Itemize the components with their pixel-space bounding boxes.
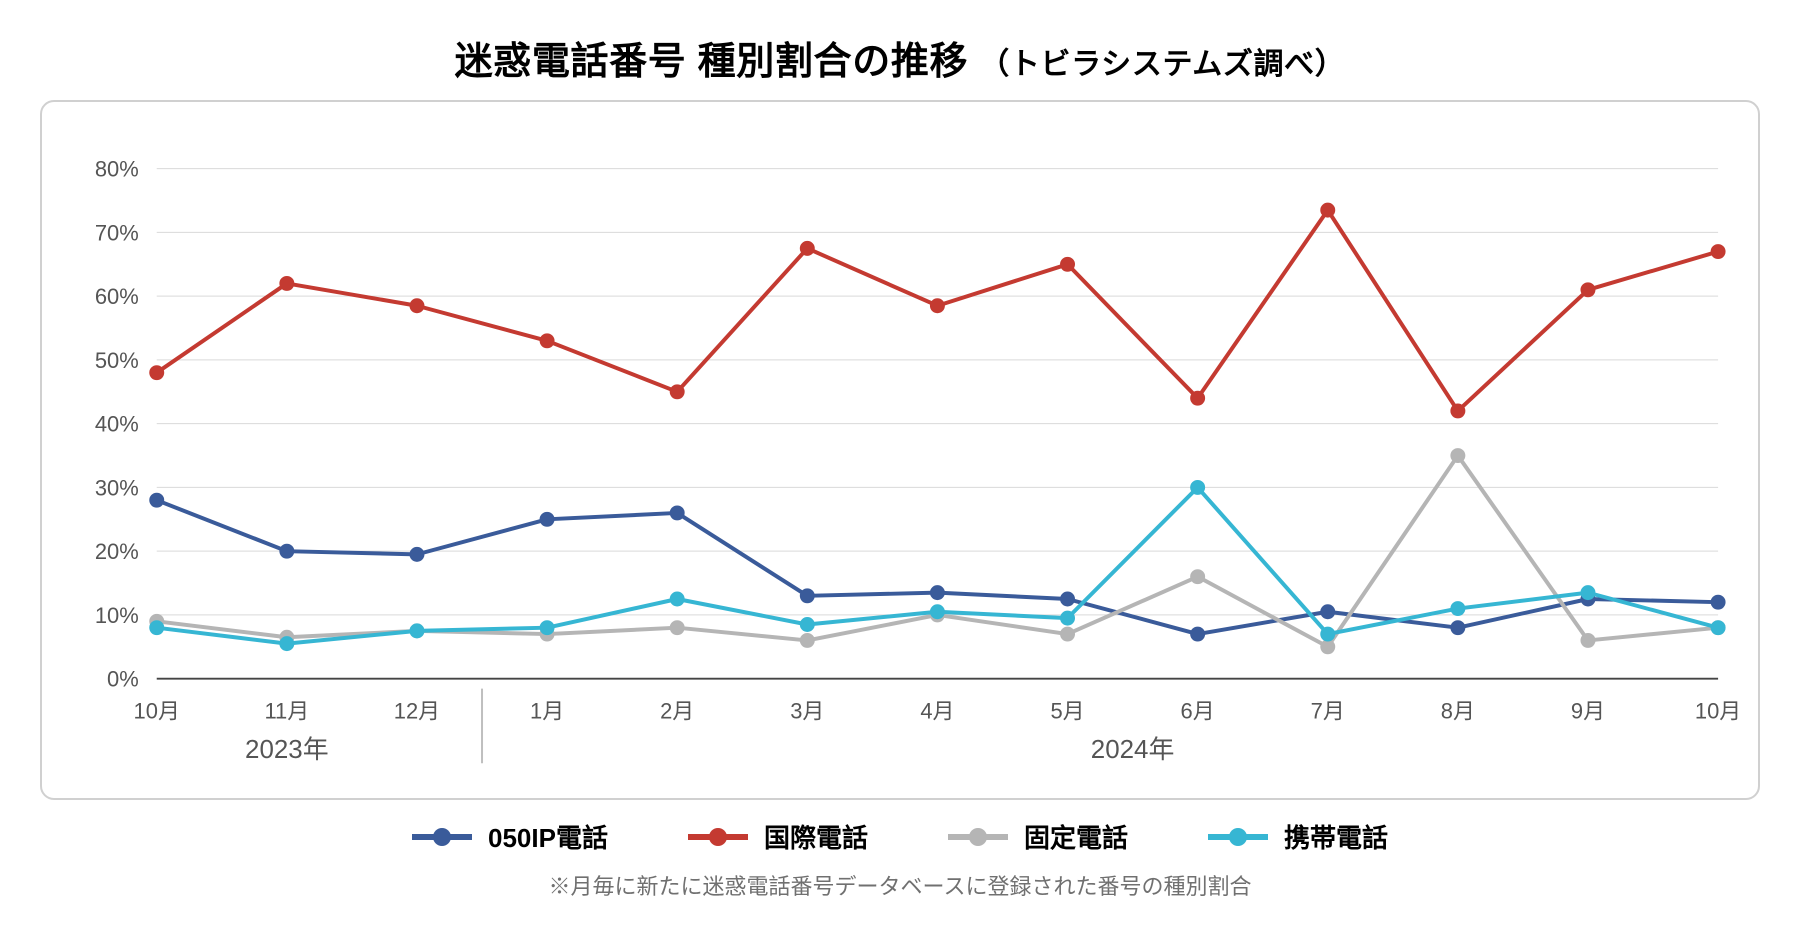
y-tick-label: 80% <box>95 157 139 182</box>
series-marker-s_intl <box>1711 245 1725 259</box>
chart-title-main: 迷惑電話番号 種別割合の推移 <box>455 41 969 83</box>
footnote: ※月毎に新たに迷惑電話番号データベースに登録された番号の種別割合 <box>40 869 1760 901</box>
series-marker-s_fixed <box>1321 640 1335 654</box>
chart-container: 0% 10% 20% 30% 40% 50% 60% 70% 80% 10月 11月 12月 1月 2月 3… <box>40 100 1760 800</box>
line-chart: 0% 10% 20% 30% 40% 50% 60% 70% 80% 10月 11月 12月 1月 2月 3… <box>42 102 1758 798</box>
series-marker-s_intl <box>1191 391 1205 405</box>
legend-item-s_050ip: 050IP電話 <box>412 818 608 855</box>
legend-label: 固定電話 <box>1024 818 1128 855</box>
legend-label: 050IP電話 <box>488 818 608 855</box>
series-marker-s_fixed <box>1451 449 1465 463</box>
series-marker-s_intl <box>1451 404 1465 418</box>
legend-swatch <box>948 826 1008 848</box>
legend-swatch <box>412 826 472 848</box>
x-tick-label: 11月 <box>264 698 309 723</box>
legend-swatch <box>1208 826 1268 848</box>
series-marker-s_fixed <box>1581 633 1595 647</box>
y-tick-label: 10% <box>95 603 139 628</box>
series-marker-s_mobile <box>670 592 684 606</box>
series-marker-s_intl <box>280 276 294 290</box>
y-tick-label: 60% <box>95 284 139 309</box>
y-tick-label: 20% <box>95 539 139 564</box>
series-marker-s_mobile <box>280 637 294 651</box>
x-year-label: 2023年 <box>245 735 329 764</box>
series-marker-s_mobile <box>1321 627 1335 641</box>
x-tick-label: 10月 <box>134 698 180 723</box>
x-tick-label: 12月 <box>394 698 440 723</box>
legend-item-s_intl: 国際電話 <box>688 818 868 855</box>
y-tick-label: 30% <box>95 475 139 500</box>
series-marker-s_fixed <box>800 633 814 647</box>
series-marker-s_intl <box>150 366 164 380</box>
x-year-label: 2024年 <box>1091 735 1175 764</box>
y-tick-label: 0% <box>107 667 139 692</box>
x-tick-label: 3月 <box>790 698 824 723</box>
legend-item-s_fixed: 固定電話 <box>948 818 1128 855</box>
series-marker-s_050ip <box>410 547 424 561</box>
legend-label: 国際電話 <box>764 818 868 855</box>
series-marker-s_intl <box>410 299 424 313</box>
series-marker-s_mobile <box>150 621 164 635</box>
series-marker-s_fixed <box>1061 627 1075 641</box>
series-marker-s_fixed <box>1191 570 1205 584</box>
series-marker-s_050ip <box>1451 621 1465 635</box>
series-marker-s_050ip <box>1711 595 1725 609</box>
series-marker-s_mobile <box>410 624 424 638</box>
x-tick-label: 5月 <box>1050 698 1084 723</box>
x-tick-label: 8月 <box>1441 698 1475 723</box>
series-marker-s_intl <box>800 241 814 255</box>
series-marker-s_mobile <box>800 618 814 632</box>
series-marker-s_050ip <box>800 589 814 603</box>
series-marker-s_050ip <box>1321 605 1335 619</box>
y-tick-label: 50% <box>95 348 139 373</box>
series-marker-s_intl <box>1061 257 1075 271</box>
legend-label: 携帯電話 <box>1284 818 1388 855</box>
x-tick-label: 7月 <box>1311 698 1345 723</box>
chart-title-sub: （トビラシステムズ調べ） <box>979 48 1345 81</box>
y-tick-label: 40% <box>95 412 139 437</box>
series-marker-s_intl <box>1321 203 1335 217</box>
series-marker-s_050ip <box>670 506 684 520</box>
x-tick-label: 9月 <box>1571 698 1605 723</box>
series-marker-s_fixed <box>670 621 684 635</box>
legend-swatch <box>688 826 748 848</box>
series-marker-s_intl <box>670 385 684 399</box>
series-marker-s_050ip <box>1061 592 1075 606</box>
series-marker-s_mobile <box>540 621 554 635</box>
x-tick-label: 6月 <box>1181 698 1215 723</box>
x-tick-label: 1月 <box>530 698 564 723</box>
series-marker-s_intl <box>1581 283 1595 297</box>
series-marker-s_050ip <box>1191 627 1205 641</box>
chart-title: 迷惑電話番号 種別割合の推移 （トビラシステムズ調べ） <box>40 30 1760 85</box>
series-marker-s_mobile <box>1451 602 1465 616</box>
series-marker-s_050ip <box>150 493 164 507</box>
series-marker-s_050ip <box>280 544 294 558</box>
series-marker-s_mobile <box>1581 586 1595 600</box>
series-marker-s_050ip <box>540 512 554 526</box>
y-tick-label: 70% <box>95 220 139 245</box>
series-marker-s_intl <box>930 299 944 313</box>
x-tick-label: 2月 <box>660 698 694 723</box>
series-marker-s_mobile <box>1191 480 1205 494</box>
x-tick-label: 4月 <box>920 698 954 723</box>
x-tick-label: 10月 <box>1695 698 1741 723</box>
series-marker-s_mobile <box>930 605 944 619</box>
series-marker-s_intl <box>540 334 554 348</box>
series-marker-s_050ip <box>930 586 944 600</box>
legend: 050IP電話 国際電話 固定電話 携帯電話 <box>40 818 1760 855</box>
series-marker-s_mobile <box>1061 611 1075 625</box>
series-marker-s_mobile <box>1711 621 1725 635</box>
legend-item-s_mobile: 携帯電話 <box>1208 818 1388 855</box>
